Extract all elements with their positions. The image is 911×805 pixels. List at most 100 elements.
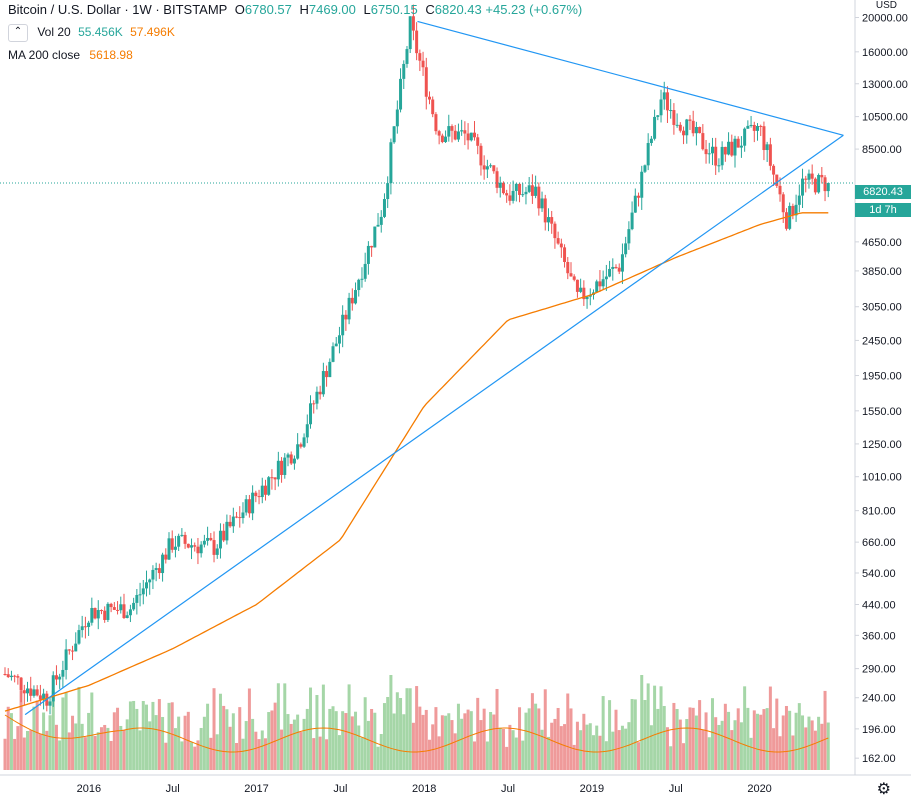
volume-bar — [601, 696, 605, 770]
candle-body — [418, 53, 422, 61]
candle-body — [788, 205, 792, 229]
candle-body — [630, 212, 634, 230]
volume-bar — [563, 724, 567, 770]
volume-bar — [202, 716, 206, 770]
volume-bar — [251, 718, 255, 770]
price-tick-label: 1950.00 — [862, 371, 902, 383]
volume-ma-path — [4, 714, 829, 753]
candle-body — [569, 273, 573, 277]
chart-pane[interactable] — [0, 0, 855, 775]
candle-body — [556, 238, 560, 244]
candle-body — [350, 297, 354, 304]
price-axis[interactable]: 20000.00 16000.00 13000.00 10500.00 8500.00 5… — [855, 13, 908, 766]
time-tick-label: 2018 — [412, 783, 436, 795]
volume-bar — [801, 715, 805, 770]
volume-bar — [817, 716, 821, 770]
volume-bar — [296, 714, 300, 770]
volume-bar — [669, 746, 673, 770]
candle-body — [29, 688, 33, 696]
countdown-tag: 1d 7h — [855, 203, 911, 217]
trendlines[interactable] — [24, 20, 844, 716]
volume-bar — [521, 740, 525, 770]
candle-body — [682, 130, 686, 136]
candle-body — [93, 607, 97, 619]
volume-bar — [328, 708, 332, 770]
volume-bar — [624, 728, 628, 770]
candle-body — [540, 198, 544, 209]
candle-body — [32, 689, 36, 696]
volume-bar — [682, 743, 686, 770]
volume-bar — [444, 715, 448, 770]
candle-body — [627, 229, 631, 244]
volume-bar — [90, 692, 94, 770]
candle-body — [518, 183, 522, 195]
candle-body — [148, 579, 152, 583]
volume-bar — [154, 715, 158, 770]
candle-body — [302, 437, 306, 447]
candle-body — [804, 178, 808, 180]
volume-bar — [482, 708, 486, 770]
candle-body — [193, 545, 197, 547]
volume-bar — [595, 725, 599, 770]
candle-body — [762, 126, 766, 151]
candle-body — [437, 131, 441, 136]
volume-bar — [225, 709, 229, 770]
candle-body — [489, 165, 493, 167]
volume-bar — [16, 726, 20, 770]
candle-body — [707, 153, 711, 155]
time-tick-label: Jul — [333, 783, 347, 795]
collapse-legend-icon[interactable]: ⌃ — [8, 24, 28, 42]
volume-bar — [337, 735, 341, 770]
candle-body — [199, 544, 203, 554]
volume-bar — [543, 689, 547, 770]
candle-body — [514, 183, 518, 191]
candle-body — [251, 492, 255, 514]
volume-bar — [672, 702, 676, 770]
candle-body — [704, 149, 708, 155]
volume-bar — [791, 735, 795, 770]
candle-body — [791, 205, 795, 216]
candle-body — [434, 114, 438, 132]
time-tick-label: Jul — [501, 783, 515, 795]
candle-body — [328, 361, 332, 378]
volume-bar — [51, 690, 55, 770]
candle-body — [579, 287, 583, 292]
gear-icon[interactable]: ⚙ — [876, 781, 891, 798]
candle-body — [797, 195, 801, 205]
currency-label[interactable]: USD — [875, 0, 897, 11]
ma-label[interactable]: MA 200 close — [8, 48, 81, 62]
candle-body — [746, 125, 750, 129]
volume-label[interactable]: Vol 20 — [37, 25, 71, 40]
candle-body — [608, 268, 612, 277]
volume-bar — [752, 710, 756, 770]
volume-bar — [199, 727, 203, 770]
time-axis[interactable]: 2016 Jul 2017 Jul 2018 Jul 2019 Jul 2020 — [77, 783, 772, 795]
volume-bar — [768, 686, 772, 770]
volume-bar — [749, 737, 753, 770]
candle-body — [392, 126, 396, 143]
symbol-title[interactable]: Bitcoin / U.S. Dollar · 1W · BITSTAMP — [8, 2, 228, 17]
candle-body — [678, 124, 682, 131]
candle-body — [826, 182, 830, 192]
volume-bar — [662, 705, 666, 770]
volume-bar — [514, 737, 518, 770]
change-value: +45.23 (+0.67%) — [485, 2, 583, 17]
candle-body — [370, 245, 374, 248]
volume-bar — [813, 730, 817, 770]
volume-bar — [675, 709, 679, 770]
candle-body — [637, 195, 641, 198]
volume-bar — [241, 738, 245, 770]
volume-bar — [64, 692, 68, 770]
candle-body — [173, 546, 177, 550]
volume-bar — [109, 740, 113, 770]
candle-body — [530, 185, 534, 196]
high-value: 7469.00 — [308, 2, 356, 17]
time-tick-label: 2020 — [747, 783, 771, 795]
descending-trendline[interactable] — [417, 20, 844, 136]
candle-body — [566, 261, 570, 274]
ascending-trendline[interactable] — [24, 134, 844, 716]
volume-bar — [714, 717, 718, 770]
volume-bar — [302, 718, 306, 770]
ma-200-path — [4, 212, 829, 712]
